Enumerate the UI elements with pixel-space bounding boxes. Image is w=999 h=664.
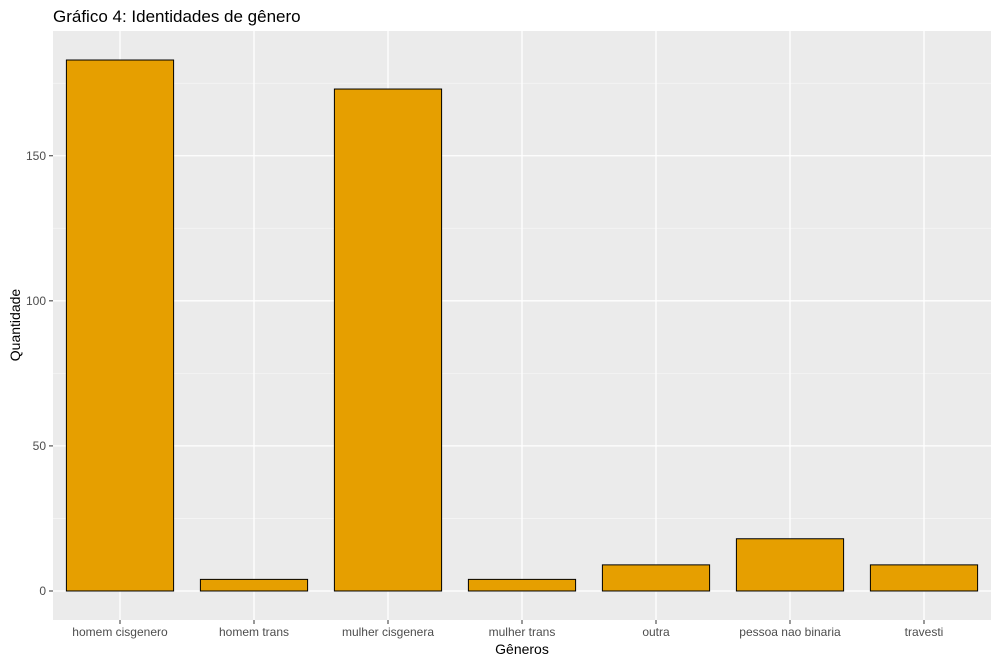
x-tick-label: homem trans	[219, 625, 289, 639]
bar-outra	[601, 564, 711, 592]
bar-travesti	[869, 564, 979, 592]
y-tick-layer: 0 50 100 150	[26, 149, 53, 598]
bar-pessoa-nao-binaria	[735, 538, 845, 592]
bar-mulher-cisgenera	[333, 88, 443, 592]
x-tick-label: pessoa nao binaria	[739, 625, 841, 639]
bar-mulher-trans	[467, 578, 577, 592]
bar-homem-trans	[199, 578, 309, 592]
x-tick-label: mulher cisgenera	[342, 625, 434, 639]
y-tick-label: 50	[33, 439, 47, 453]
chart-title: Gráfico 4: Identidades de gênero	[53, 7, 301, 26]
x-tick-label: travesti	[905, 625, 944, 639]
x-tick-layer: homem cisgenero homem trans mulher cisgene…	[72, 620, 943, 639]
y-tick-label: 150	[26, 149, 46, 163]
x-axis-title: Gêneros	[495, 641, 549, 657]
x-tick-label: mulher trans	[489, 625, 556, 639]
x-tick-label: outra	[642, 625, 670, 639]
y-tick-label: 0	[39, 584, 46, 598]
bar-layer	[65, 59, 979, 592]
y-tick-label: 100	[26, 294, 46, 308]
bar-homem-cisgenero	[65, 59, 175, 592]
y-axis-title: Quantidade	[7, 289, 23, 362]
x-tick-label: homem cisgenero	[72, 625, 168, 639]
